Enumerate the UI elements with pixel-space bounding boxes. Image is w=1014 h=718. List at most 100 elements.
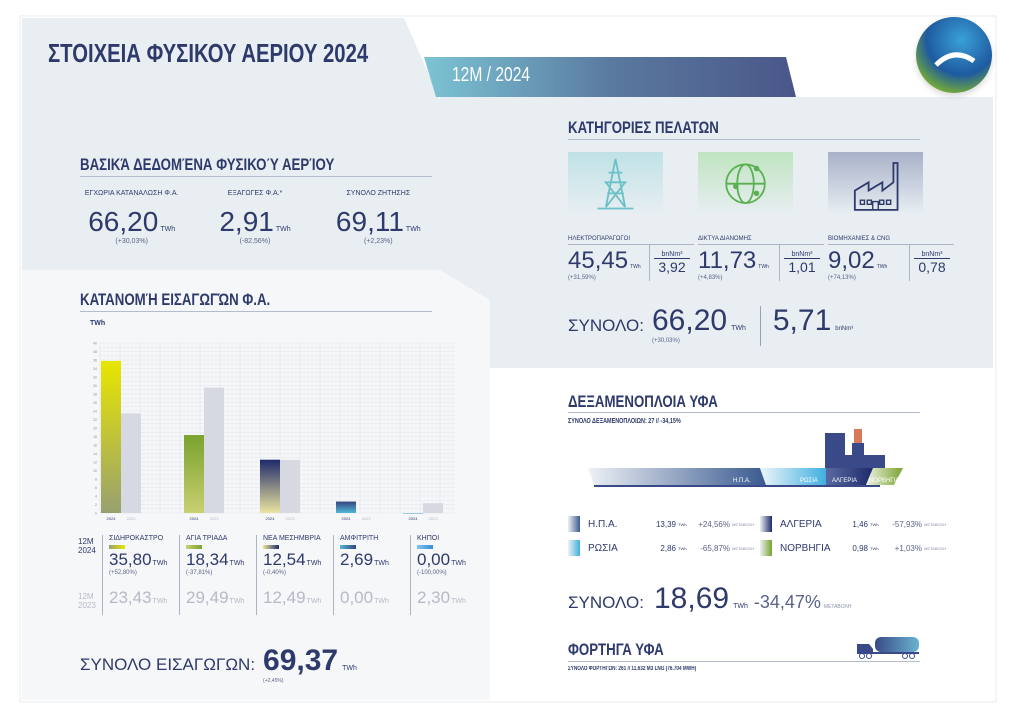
basic-label: ΕΓΧΩΡΙΑ ΚΑΤΑΝΑΛΩΣΗ Φ.Α. bbox=[84, 190, 179, 197]
tanker-unit: TWh bbox=[870, 521, 879, 527]
y-tick-label: 12 bbox=[93, 461, 97, 465]
customer-icon-box bbox=[828, 152, 923, 214]
import-point: ΚΗΠΟΙ 0,00 TWh (-100,00%) 2,30 TWh bbox=[410, 535, 487, 615]
y-tick-label: 8 bbox=[95, 478, 97, 482]
basic-unit: TWh bbox=[275, 226, 291, 233]
x-label-2023: 2023 bbox=[127, 516, 137, 521]
tankers-total-change: -34,47% bbox=[753, 592, 821, 612]
import-unit-2023: TWh bbox=[306, 598, 322, 605]
y-tick-label: 32 bbox=[93, 376, 97, 380]
import-point-name: ΚΗΠΟΙ bbox=[417, 535, 440, 542]
imports-total-value: 69,37 bbox=[263, 644, 339, 677]
customer-change: (+4,83%) bbox=[698, 275, 723, 281]
import-unit-2023: TWh bbox=[374, 598, 389, 605]
bar-2023 bbox=[121, 413, 141, 513]
bar-2024 bbox=[403, 513, 423, 514]
ship-label-algeria: ΑΛΓΕΡΙΑ bbox=[832, 478, 857, 484]
import-point-name: ΣΙΔΗΡΟΚΑΣΤΡΟ bbox=[109, 535, 164, 542]
import-value-2024: 2,69 bbox=[340, 550, 374, 569]
trucks-title: ΦΟΡΤΗΓΑ ΥΦΑ bbox=[568, 640, 664, 659]
tanker-swatch bbox=[760, 516, 772, 532]
page-title: ΣΤΟΙΧΕΙΑ ΦΥΣΙΚΟΥ ΑΕΡΙΟΥ 2024 bbox=[48, 38, 369, 68]
tanker-unit: TWh bbox=[870, 545, 879, 551]
x-label-2023: 2023 bbox=[286, 516, 296, 521]
bar-2024 bbox=[336, 501, 356, 513]
import-value-2023: 2,30 bbox=[417, 588, 451, 607]
x-label-2024: 2024 bbox=[190, 516, 200, 521]
tankers-total-label: ΣΥΝΟΛΟ: bbox=[568, 593, 644, 612]
import-value-2024: 35,80 bbox=[109, 550, 152, 569]
x-label-2024: 2024 bbox=[342, 516, 352, 521]
tankers-total-change-label: ΜΕΤΑΒΟΛΗ bbox=[823, 604, 852, 610]
import-unit-2023: TWh bbox=[451, 598, 466, 605]
basic-change: (-82,56%) bbox=[239, 238, 271, 245]
tanker-origin: Η.Π.Α. 13,39 TWh +24,56% ΜΕΤΑΒΟΛΗ bbox=[568, 515, 756, 533]
imports-total: ΣΥΝΟΛΟ ΕΙΣΑΓΩΓΩΝ: 69,37 TWh (+2,45%) bbox=[80, 644, 357, 684]
x-label-2024: 2024 bbox=[409, 516, 419, 521]
import-point: ΣΙΔΗΡΟΚΑΣΤΡΟ 35,80 TWh (+52,80%) 23,43 TWh bbox=[102, 535, 179, 615]
tanker-swatch bbox=[760, 540, 772, 556]
tanker-name: Η.Π.Α. bbox=[588, 518, 618, 530]
tanker-unit: TWh bbox=[678, 521, 687, 527]
customer-category: ΔΙΚΤΥΑ ΔΙΑΝΟΜΗΣ 11,73 TWh (+4,83%) bnNm³ 1,… bbox=[698, 236, 824, 281]
basic-data-item: ΕΓΧΩΡΙΑ ΚΑΤΑΝΑΛΩΣΗ Φ.Α. 66,20 TWh (+30,03… bbox=[70, 190, 193, 245]
x-label-2023: 2023 bbox=[429, 516, 439, 521]
import-change: (-100,00%) bbox=[417, 570, 447, 576]
import-point: ΝΕΑ ΜΕΣΗΜΒΡΙΑ 12,54 TWh (-0,40%) 12,49 TWh bbox=[256, 535, 333, 615]
tanker-change: +1,03% bbox=[894, 543, 922, 553]
basic-data-title: ΒΑΣΙΚΆ ΔΕΔΟΜΈΝΑ ΦΥΣΙΚΟΎ ΑΕΡΊΟΥ bbox=[80, 155, 335, 174]
tanker-change: -65,87% bbox=[700, 543, 730, 553]
basic-data-item: ΣΥΝΟΛΟ ΖΗΤΗΣΗΣ 69,11 TWh (+2,23%) bbox=[317, 190, 440, 245]
basic-unit: TWh bbox=[405, 226, 421, 233]
tanker-name: ΑΛΓΕΡΙΑ bbox=[780, 518, 822, 530]
customer-icon-box bbox=[568, 152, 663, 214]
ship-label-russia: ΡΩΣΙΑ bbox=[800, 478, 818, 484]
tanker-change-label: ΜΕΤΑΒΟΛΗ bbox=[924, 545, 947, 551]
import-value-2023: 12,49 bbox=[263, 588, 306, 607]
basic-label: ΣΥΝΟΛΟ ΖΗΤΗΣΗΣ bbox=[346, 190, 411, 197]
bar-2024 bbox=[260, 459, 280, 513]
basic-data-list: ΕΓΧΩΡΙΑ ΚΑΤΑΝΑΛΩΣΗ Φ.Α. 66,20 TWh (+30,03… bbox=[70, 190, 440, 245]
customer-bn-value: 1,01 bbox=[788, 259, 816, 275]
y-tick-label: 40 bbox=[93, 342, 97, 346]
desfa-logo-mark bbox=[934, 52, 976, 67]
trucks-subtitle: ΣΥΝΟΛΟ ΦΟΡΤΗΓΩΝ: 261 // 11.632 M3 LNG (7… bbox=[568, 666, 697, 672]
tanker-name: ΡΩΣΙΑ bbox=[588, 542, 618, 554]
customer-value: 45,45 bbox=[568, 247, 629, 274]
basic-data-item: ΕΞΑΓΩΓΕΣ Φ.Α.* 2,91 TWh (-82,56%) bbox=[193, 190, 316, 245]
customer-unit: TWh bbox=[630, 264, 641, 270]
import-point-swatch bbox=[263, 545, 279, 549]
basic-change: (+30,03%) bbox=[115, 238, 148, 245]
ship-label-norway: ΝΟΡΒΗΓΙΑ bbox=[869, 478, 899, 484]
y-tick-label: 16 bbox=[93, 444, 97, 448]
x-label-2023: 2023 bbox=[210, 516, 220, 521]
bar-2023 bbox=[204, 387, 224, 513]
bar-2024 bbox=[184, 435, 204, 513]
y-tick-label: 34 bbox=[93, 367, 97, 371]
customer-label: ΗΛΕΚΤΡΟΠΑΡΑΓΩΓΟΙ bbox=[568, 236, 694, 245]
customers-total: ΣΥΝΟΛΟ: 66,20 TWh (+30,03%) 5,71 bnNm³ bbox=[568, 304, 853, 346]
imports-title: ΚΑΤΑΝΟΜΉ ΕΙΣΑΓΩΓΏΝ Φ.Α. bbox=[80, 290, 271, 309]
import-value-2023: 29,49 bbox=[186, 588, 229, 607]
basic-value: 2,91 bbox=[219, 206, 274, 237]
x-label-2023: 2023 bbox=[362, 516, 372, 521]
import-change: (+52,80%) bbox=[109, 570, 137, 576]
customer-categories: ΗΛΕΚΤΡΟΠΑΡΑΓΩΓΟΙ 45,45 TWh (+31,59%) bnNm³… bbox=[568, 152, 958, 302]
tanker-origin: ΝΟΡΒΗΓΙΑ 0,98 TWh +1,03% ΜΕΤΑΒΟΛΗ bbox=[760, 539, 948, 557]
chart-ylabel: TWh bbox=[90, 320, 106, 327]
tanker-origin: ΑΛΓΕΡΙΑ 1,46 TWh -57,93% ΜΕΤΑΒΟΛΗ bbox=[760, 515, 948, 533]
desfa-logo bbox=[916, 17, 992, 93]
import-point-name: ΑΓΙΑ ΤΡΙΑΔΑ bbox=[186, 535, 228, 542]
factory-icon bbox=[853, 162, 899, 211]
imports-total-unit: TWh bbox=[342, 665, 357, 672]
y-tick-label: 18 bbox=[93, 435, 97, 439]
import-point-swatch bbox=[186, 545, 202, 549]
import-value-2023: 0,00 bbox=[340, 588, 374, 607]
customer-value: 9,02 bbox=[828, 247, 875, 274]
customer-bn-unit: bnNm³ bbox=[784, 251, 820, 259]
basic-value-row: 69,11 TWh bbox=[317, 206, 440, 238]
basic-unit: TWh bbox=[160, 226, 176, 233]
import-point: ΑΓΙΑ ΤΡΙΑΔΑ 18,34 TWh (-37,81%) 29,49 TWh bbox=[179, 535, 256, 615]
y-tick-label: 36 bbox=[93, 359, 97, 363]
y-tick-label: 30 bbox=[93, 384, 97, 388]
